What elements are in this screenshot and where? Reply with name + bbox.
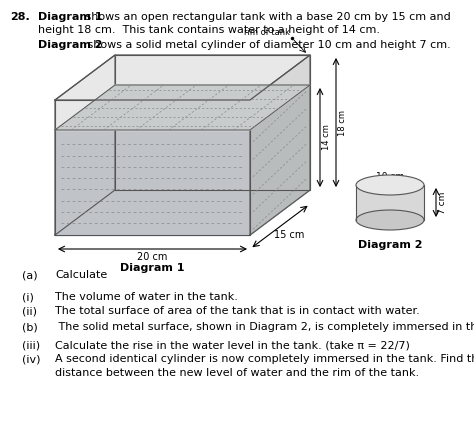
Text: 10 cm: 10 cm <box>376 172 404 181</box>
Text: 18 cm: 18 cm <box>338 110 347 136</box>
Text: A second identical cylinder is now completely immersed in the tank. Find the: A second identical cylinder is now compl… <box>55 354 474 364</box>
Polygon shape <box>115 55 310 190</box>
Text: Diagram 2: Diagram 2 <box>358 240 422 250</box>
Polygon shape <box>55 85 310 130</box>
Polygon shape <box>250 85 310 235</box>
Text: shows a solid metal cylinder of diameter 10 cm and height 7 cm.: shows a solid metal cylinder of diameter… <box>84 40 451 50</box>
Text: rim of tank: rim of tank <box>244 28 290 37</box>
Text: (iii): (iii) <box>22 340 40 350</box>
Text: 7 cm: 7 cm <box>438 191 447 214</box>
Text: Diagram 1: Diagram 1 <box>38 12 102 22</box>
Text: The volume of water in the tank.: The volume of water in the tank. <box>55 292 238 302</box>
Ellipse shape <box>356 210 424 230</box>
Text: (iv): (iv) <box>22 354 40 364</box>
Text: 14 cm: 14 cm <box>322 125 331 150</box>
Text: (i): (i) <box>22 292 34 302</box>
Text: Diagram 1: Diagram 1 <box>120 263 185 273</box>
Text: Calculate the rise in the water level in the tank. (take π = 22/7): Calculate the rise in the water level in… <box>55 340 410 350</box>
Text: height 18 cm.  This tank contains water to a height of 14 cm.: height 18 cm. This tank contains water t… <box>38 25 380 35</box>
Text: 15 cm: 15 cm <box>274 229 304 239</box>
Text: (a): (a) <box>22 270 37 280</box>
Polygon shape <box>55 190 310 235</box>
Text: The total surface of area of the tank that is in contact with water.: The total surface of area of the tank th… <box>55 306 420 316</box>
Text: 20 cm: 20 cm <box>137 252 168 262</box>
Text: Calculate: Calculate <box>55 270 107 280</box>
Polygon shape <box>55 130 250 235</box>
Polygon shape <box>250 55 310 130</box>
Text: (ii): (ii) <box>22 306 37 316</box>
Text: shows an open rectangular tank with a base 20 cm by 15 cm and: shows an open rectangular tank with a ba… <box>82 12 451 22</box>
Polygon shape <box>55 100 250 130</box>
Text: Diagram 2: Diagram 2 <box>38 40 102 50</box>
Text: The solid metal surface, shown in Diagram 2, is completely immersed in the tank.: The solid metal surface, shown in Diagra… <box>55 322 474 332</box>
Text: distance between the new level of water and the rim of the tank.: distance between the new level of water … <box>55 368 419 378</box>
Text: 28.: 28. <box>10 12 30 22</box>
Ellipse shape <box>356 175 424 195</box>
Polygon shape <box>55 55 115 235</box>
Text: (b): (b) <box>22 322 38 332</box>
Polygon shape <box>356 185 424 220</box>
